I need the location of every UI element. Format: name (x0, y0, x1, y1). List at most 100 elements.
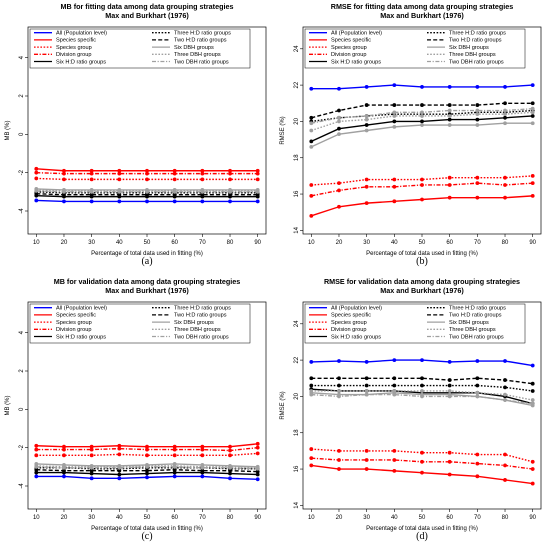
series-0 (34, 198, 260, 204)
legend-entry: Species group (56, 45, 92, 51)
data-point (503, 385, 507, 390)
data-point (503, 85, 507, 89)
data-point (337, 359, 341, 363)
x-tick-label: 30 (363, 240, 370, 246)
data-point (364, 128, 369, 133)
data-point (89, 171, 94, 176)
legend-entry: Three H:D ratio groups (174, 31, 231, 37)
data-point (34, 474, 39, 479)
legend-entry: Division group (56, 52, 91, 58)
data-point (530, 459, 535, 464)
data-point (503, 108, 507, 113)
legend-entry: Six H:D ratio groups (331, 334, 381, 340)
data-point (309, 389, 314, 393)
data-point (145, 464, 149, 469)
data-point (228, 199, 232, 204)
legend-entry: Species group (331, 45, 367, 51)
data-point (475, 394, 480, 399)
legend-entry: Two H:D ratio groups (174, 313, 227, 319)
x-axis-label: Percentage of total data used in fitting… (91, 251, 203, 257)
data-point (172, 470, 177, 475)
data-point (337, 108, 341, 113)
data-point (475, 108, 480, 113)
x-tick-label: 40 (116, 515, 123, 521)
data-point (62, 444, 66, 449)
series-5 (309, 383, 535, 393)
legend-box (304, 28, 526, 69)
data-point (89, 447, 94, 452)
data-point (392, 124, 397, 129)
data-point (530, 83, 535, 88)
series-9 (34, 464, 260, 471)
x-tick-label: 80 (227, 515, 234, 521)
legend-entry: Division group (331, 52, 366, 58)
legend-entry: Six DBH groups (449, 320, 489, 326)
data-point (420, 123, 424, 127)
data-point (447, 394, 452, 399)
data-point (62, 447, 66, 452)
x-tick-label: 90 (529, 515, 536, 521)
data-point (34, 170, 39, 175)
legend-entry: Two H:D ratio groups (449, 38, 502, 44)
data-point (364, 103, 369, 107)
data-point (62, 192, 66, 197)
data-point (255, 441, 260, 446)
data-point (447, 85, 452, 89)
data-point (172, 453, 177, 458)
legend-entry: Species specific (331, 313, 371, 319)
chart-panel-1: RMSE for fitting data among data groupin… (280, 2, 542, 267)
chart-title: MB for validation data among data groupi… (54, 277, 241, 286)
data-point (117, 443, 122, 448)
data-point (309, 144, 314, 149)
data-point (364, 467, 369, 471)
data-point (530, 106, 535, 111)
x-tick-label: 40 (391, 515, 398, 521)
data-point (392, 83, 397, 88)
data-point (392, 103, 397, 107)
data-point (145, 192, 149, 197)
data-point (62, 177, 66, 182)
data-point (34, 453, 39, 458)
legend-box (304, 303, 526, 344)
data-point (475, 474, 480, 479)
x-tick-label: 80 (227, 240, 234, 246)
data-point (255, 472, 260, 477)
legend-entry: Three H:D ratio groups (449, 31, 506, 37)
data-point (503, 392, 507, 397)
y-tick-label: 16 (294, 465, 300, 472)
data-point (420, 183, 424, 187)
data-point (117, 465, 122, 470)
data-point (475, 452, 480, 457)
data-point (503, 359, 507, 363)
data-point (530, 481, 535, 486)
y-tick-label: 0 (19, 132, 25, 136)
data-point (255, 168, 260, 173)
data-point (447, 175, 452, 180)
series-2 (34, 176, 260, 182)
data-point (337, 458, 341, 462)
legend-entry: All (Population level) (56, 31, 107, 37)
data-point (200, 465, 205, 470)
series-6 (309, 376, 535, 386)
data-point (89, 189, 94, 194)
legend-entry: Two DBH ratio groups (449, 334, 504, 340)
data-point (145, 468, 149, 473)
data-point (117, 472, 122, 477)
data-point (34, 470, 39, 475)
series-4 (309, 114, 535, 144)
x-tick-label: 10 (308, 515, 315, 521)
data-point (172, 189, 177, 194)
x-tick-label: 20 (336, 240, 343, 246)
data-point (255, 451, 260, 456)
y-tick-label: 24 (294, 45, 300, 52)
data-point (255, 192, 260, 197)
data-point (530, 181, 535, 186)
data-point (309, 392, 314, 397)
data-point (447, 108, 452, 113)
data-point (200, 447, 205, 452)
data-point (89, 177, 94, 182)
x-tick-label: 70 (474, 515, 481, 521)
data-point (255, 189, 260, 194)
y-tick-label: -2 (19, 169, 25, 175)
data-point (364, 383, 369, 388)
